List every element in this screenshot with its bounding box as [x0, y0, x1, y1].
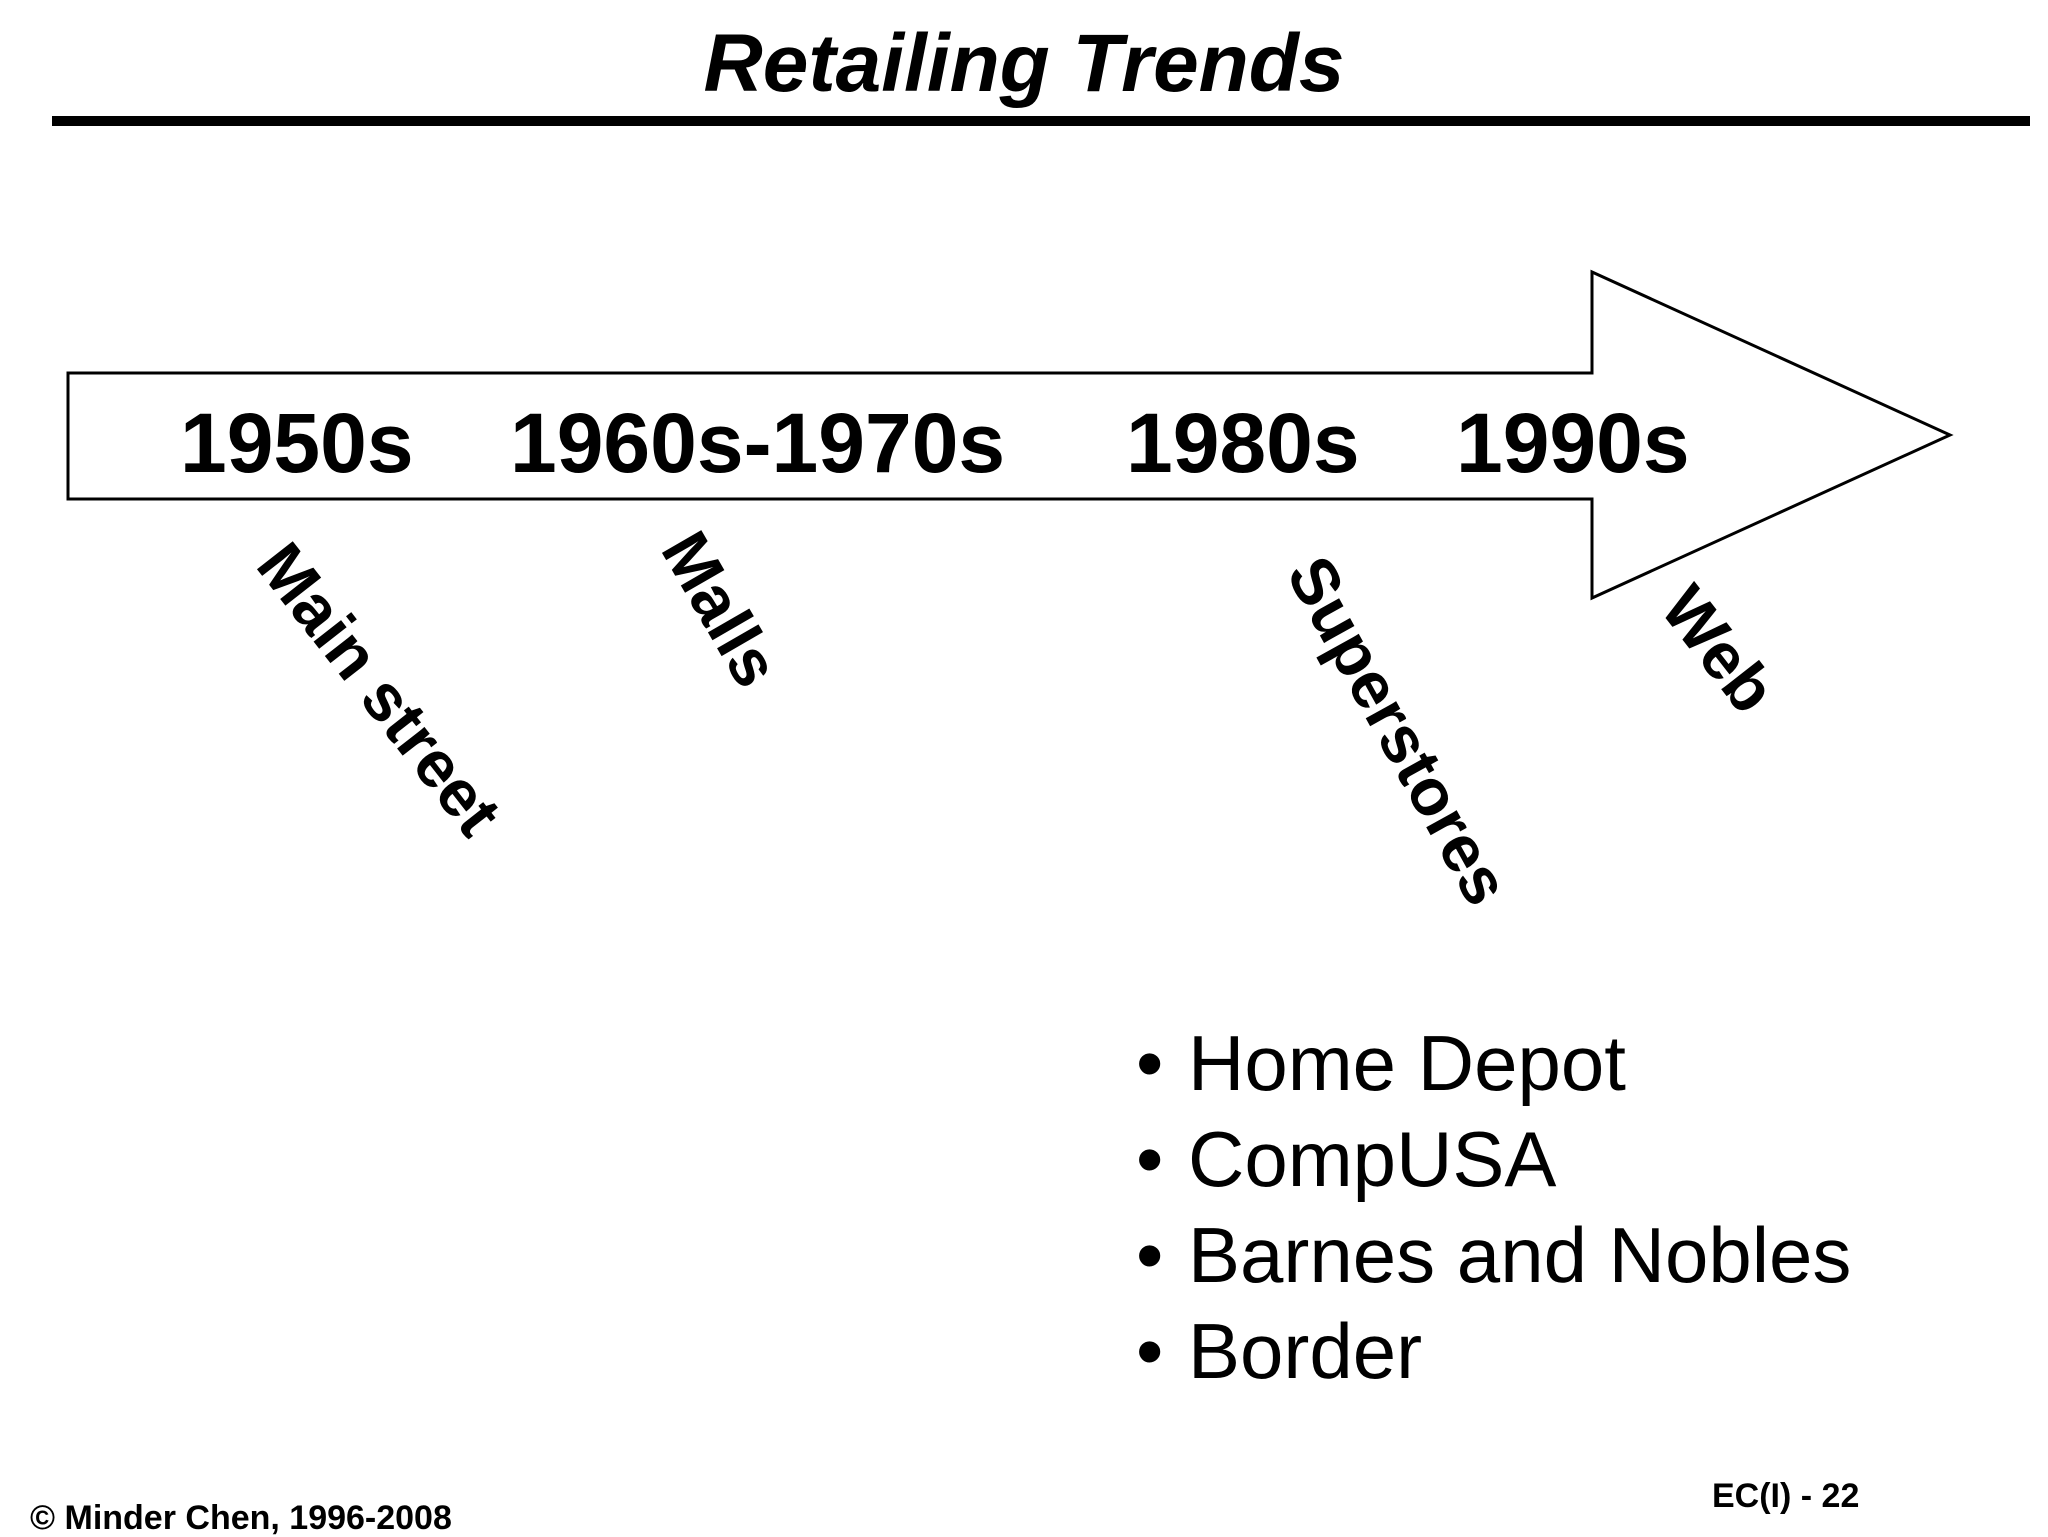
bullet: •: [1136, 1019, 1164, 1107]
page-number: EC(I) - 22: [1712, 1477, 1860, 1515]
era-1980s: 1980s: [1126, 396, 1360, 490]
example-home-depot: Home Depot: [1188, 1019, 1626, 1107]
superstore-examples-list: • Home Depot • CompUSA • Barnes and Nobles …: [1136, 1015, 1851, 1399]
example-compusa: CompUSA: [1188, 1115, 1557, 1203]
list-item: • Home Depot: [1136, 1015, 1851, 1111]
slide-title: Retailing Trends: [703, 18, 1345, 109]
list-item: • CompUSA: [1136, 1111, 1851, 1207]
example-barnes-and-nobles: Barnes and Nobles: [1188, 1211, 1852, 1299]
timeline-arrow-shape: [66, 269, 1954, 601]
bullet: •: [1136, 1115, 1164, 1203]
bullet: •: [1136, 1211, 1164, 1299]
era-1990s: 1990s: [1456, 396, 1690, 490]
era-1960s-1970s: 1960s-1970s: [510, 396, 1006, 490]
era-1950s: 1950s: [180, 396, 414, 490]
bullet: •: [1136, 1307, 1164, 1395]
copyright-notice: © Minder Chen, 1996-2008: [30, 1499, 452, 1537]
title-rule: [52, 116, 2030, 126]
list-item: • Barnes and Nobles: [1136, 1207, 1851, 1303]
example-border: Border: [1188, 1307, 1423, 1395]
list-item: • Border: [1136, 1303, 1851, 1399]
